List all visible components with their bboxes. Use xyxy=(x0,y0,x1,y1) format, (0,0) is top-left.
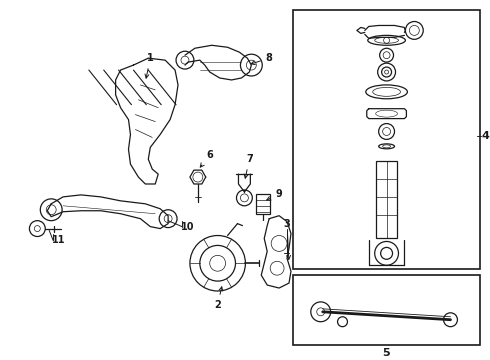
Text: 9: 9 xyxy=(267,189,282,200)
Text: 1: 1 xyxy=(145,53,154,78)
Bar xyxy=(293,10,480,269)
Text: 2: 2 xyxy=(214,287,223,310)
Text: 7: 7 xyxy=(244,154,253,178)
Text: 11: 11 xyxy=(52,235,66,246)
Bar xyxy=(376,161,397,238)
Text: 8: 8 xyxy=(251,53,272,64)
Text: 4: 4 xyxy=(481,131,489,141)
Text: 6: 6 xyxy=(200,150,213,167)
Text: 5: 5 xyxy=(382,348,390,359)
Bar xyxy=(256,194,270,214)
Text: 3: 3 xyxy=(284,219,291,260)
Text: 10: 10 xyxy=(181,222,195,231)
Bar xyxy=(293,275,480,346)
